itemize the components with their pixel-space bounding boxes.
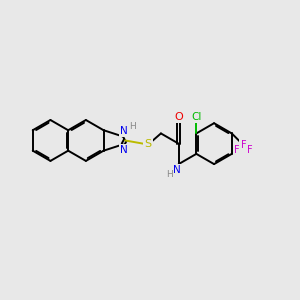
Text: H: H [129,122,135,131]
Text: F: F [248,145,253,155]
Text: F: F [234,145,239,155]
Text: S: S [145,139,152,149]
Text: N: N [120,146,128,155]
Text: Cl: Cl [191,112,202,122]
Text: F: F [241,140,246,150]
Text: H: H [166,170,172,179]
Text: N: N [120,125,128,136]
Text: O: O [174,112,183,122]
Text: N: N [173,165,181,175]
